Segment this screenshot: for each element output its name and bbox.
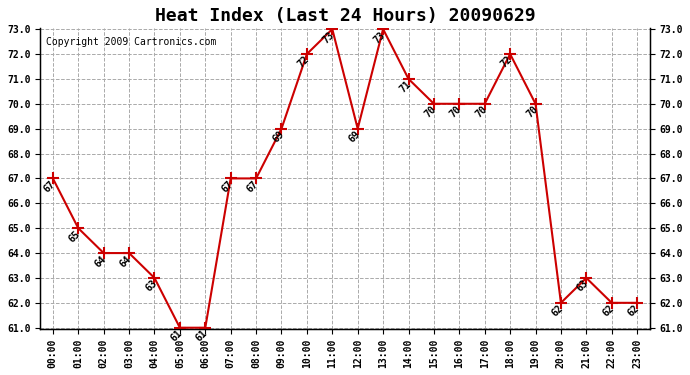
Title: Heat Index (Last 24 Hours) 20090629: Heat Index (Last 24 Hours) 20090629 <box>155 7 535 25</box>
Text: 72: 72 <box>499 54 514 70</box>
Text: 73: 73 <box>372 30 387 45</box>
Text: 61: 61 <box>194 328 210 344</box>
Text: 63: 63 <box>144 279 159 294</box>
Text: 62: 62 <box>600 303 616 319</box>
Text: 69: 69 <box>270 129 286 144</box>
Text: 63: 63 <box>575 279 591 294</box>
Text: 69: 69 <box>346 129 362 144</box>
Text: 72: 72 <box>296 54 311 70</box>
Text: 70: 70 <box>524 104 540 120</box>
Text: 70: 70 <box>448 104 464 120</box>
Text: 62: 62 <box>550 303 565 319</box>
Text: 67: 67 <box>245 179 260 194</box>
Text: 64: 64 <box>92 254 108 269</box>
Text: 61: 61 <box>169 328 184 344</box>
Text: 70: 70 <box>473 104 489 120</box>
Text: 67: 67 <box>219 179 235 194</box>
Text: 62: 62 <box>626 303 642 319</box>
Text: 71: 71 <box>397 80 413 95</box>
Text: 67: 67 <box>42 179 57 194</box>
Text: 70: 70 <box>423 104 438 120</box>
Text: 73: 73 <box>321 30 337 45</box>
Text: 65: 65 <box>67 229 83 244</box>
Text: Copyright 2009 Cartronics.com: Copyright 2009 Cartronics.com <box>46 37 217 47</box>
Text: 64: 64 <box>118 254 133 269</box>
